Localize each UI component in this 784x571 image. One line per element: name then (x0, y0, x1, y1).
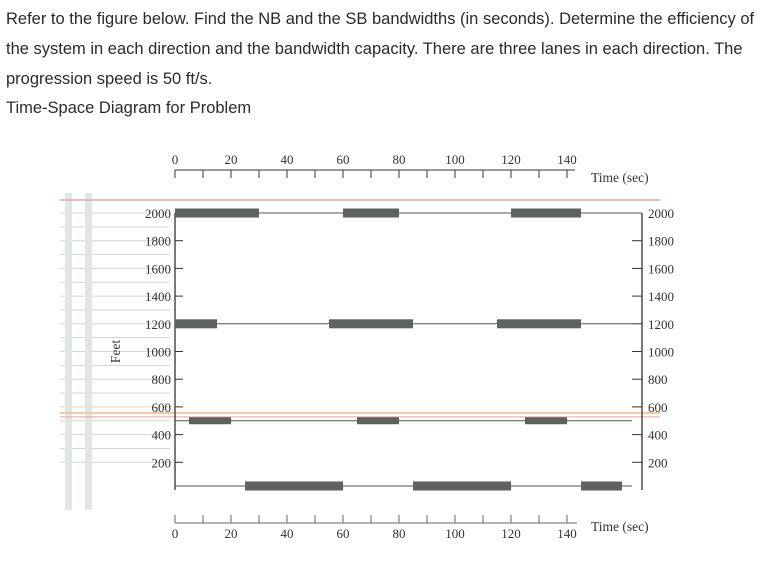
bottom-time-tick-label: 20 (225, 526, 238, 541)
left-distance-tick-label: 800 (152, 372, 172, 387)
red-signal-bar (189, 417, 231, 425)
top-time-tick-label: 120 (501, 152, 521, 167)
bottom-time-axis-label: Time (sec) (591, 519, 649, 534)
left-distance-tick-label: 600 (152, 400, 172, 415)
distance-axis-label: Feet (108, 340, 123, 363)
time-space-svg: 0 20 40 60 80 100 120 140 Time (sec) 0 20 40 60 80 100… (60, 152, 674, 541)
top-time-tick-label: 20 (225, 152, 238, 167)
problem-statement: Refer to the figure below. Find the NB a… (6, 10, 755, 88)
right-distance-tick-label: 2000 (648, 206, 674, 221)
left-distance-tick-label: 400 (152, 428, 172, 443)
top-time-tick-label: 140 (557, 152, 577, 167)
figure-title: Time-Space Diagram for Problem (6, 99, 252, 117)
top-time-tick-label: 0 (172, 152, 179, 167)
right-distance-tick-label: 400 (648, 428, 668, 443)
red-signal-bar (175, 319, 217, 329)
red-signal-bar (357, 417, 399, 425)
left-distance-tick-label: 1800 (145, 234, 171, 249)
top-time-axis-label: Time (sec) (591, 170, 649, 185)
bottom-time-tick-label: 120 (501, 526, 521, 541)
left-distance-tick-label: 1000 (145, 345, 171, 360)
bottom-time-tick-label: 0 (172, 526, 179, 541)
red-signal-bar (329, 319, 413, 329)
red-signal-bar (413, 481, 511, 491)
red-signal-bar (511, 208, 581, 218)
right-distance-tick-label: 1800 (648, 234, 674, 249)
left-distance-tick-label: 2000 (145, 206, 171, 221)
right-distance-tick-label: 1000 (648, 345, 674, 360)
red-signal-bar (525, 417, 567, 425)
right-distance-tick-label: 1400 (648, 289, 674, 304)
bottom-time-tick-label: 140 (557, 526, 577, 541)
left-distance-tick-label: 1400 (145, 289, 171, 304)
right-distance-tick-label: 1600 (648, 261, 674, 276)
right-distance-tick-label: 200 (648, 455, 668, 470)
bottom-time-tick-label: 60 (337, 526, 350, 541)
red-signal-bar (175, 208, 259, 218)
left-distance-tick-label: 1600 (145, 261, 171, 276)
bottom-time-tick-label: 40 (281, 526, 294, 541)
top-time-tick-label: 100 (445, 152, 465, 167)
bottom-time-tick-label: 100 (445, 526, 465, 541)
bottom-time-tick-label: 80 (393, 526, 406, 541)
top-time-tick-label: 40 (281, 152, 294, 167)
right-distance-tick-label: 1200 (648, 317, 674, 332)
right-distance-tick-label: 600 (648, 400, 668, 415)
red-signal-bar (245, 481, 343, 491)
left-distance-tick-label: 200 (152, 455, 172, 470)
red-signal-bar (343, 208, 399, 218)
left-distance-tick-label: 1200 (145, 317, 171, 332)
time-space-diagram: 0 20 40 60 80 100 120 140 Time (sec) 0 20 40 60 80 100… (0, 140, 784, 566)
red-signal-bar (581, 481, 622, 491)
margin-strip (65, 193, 72, 510)
red-signal-bar (497, 319, 581, 329)
right-distance-tick-label: 800 (648, 372, 668, 387)
top-time-tick-label: 60 (337, 152, 350, 167)
margin-strip (85, 193, 92, 510)
top-time-tick-label: 80 (393, 152, 406, 167)
